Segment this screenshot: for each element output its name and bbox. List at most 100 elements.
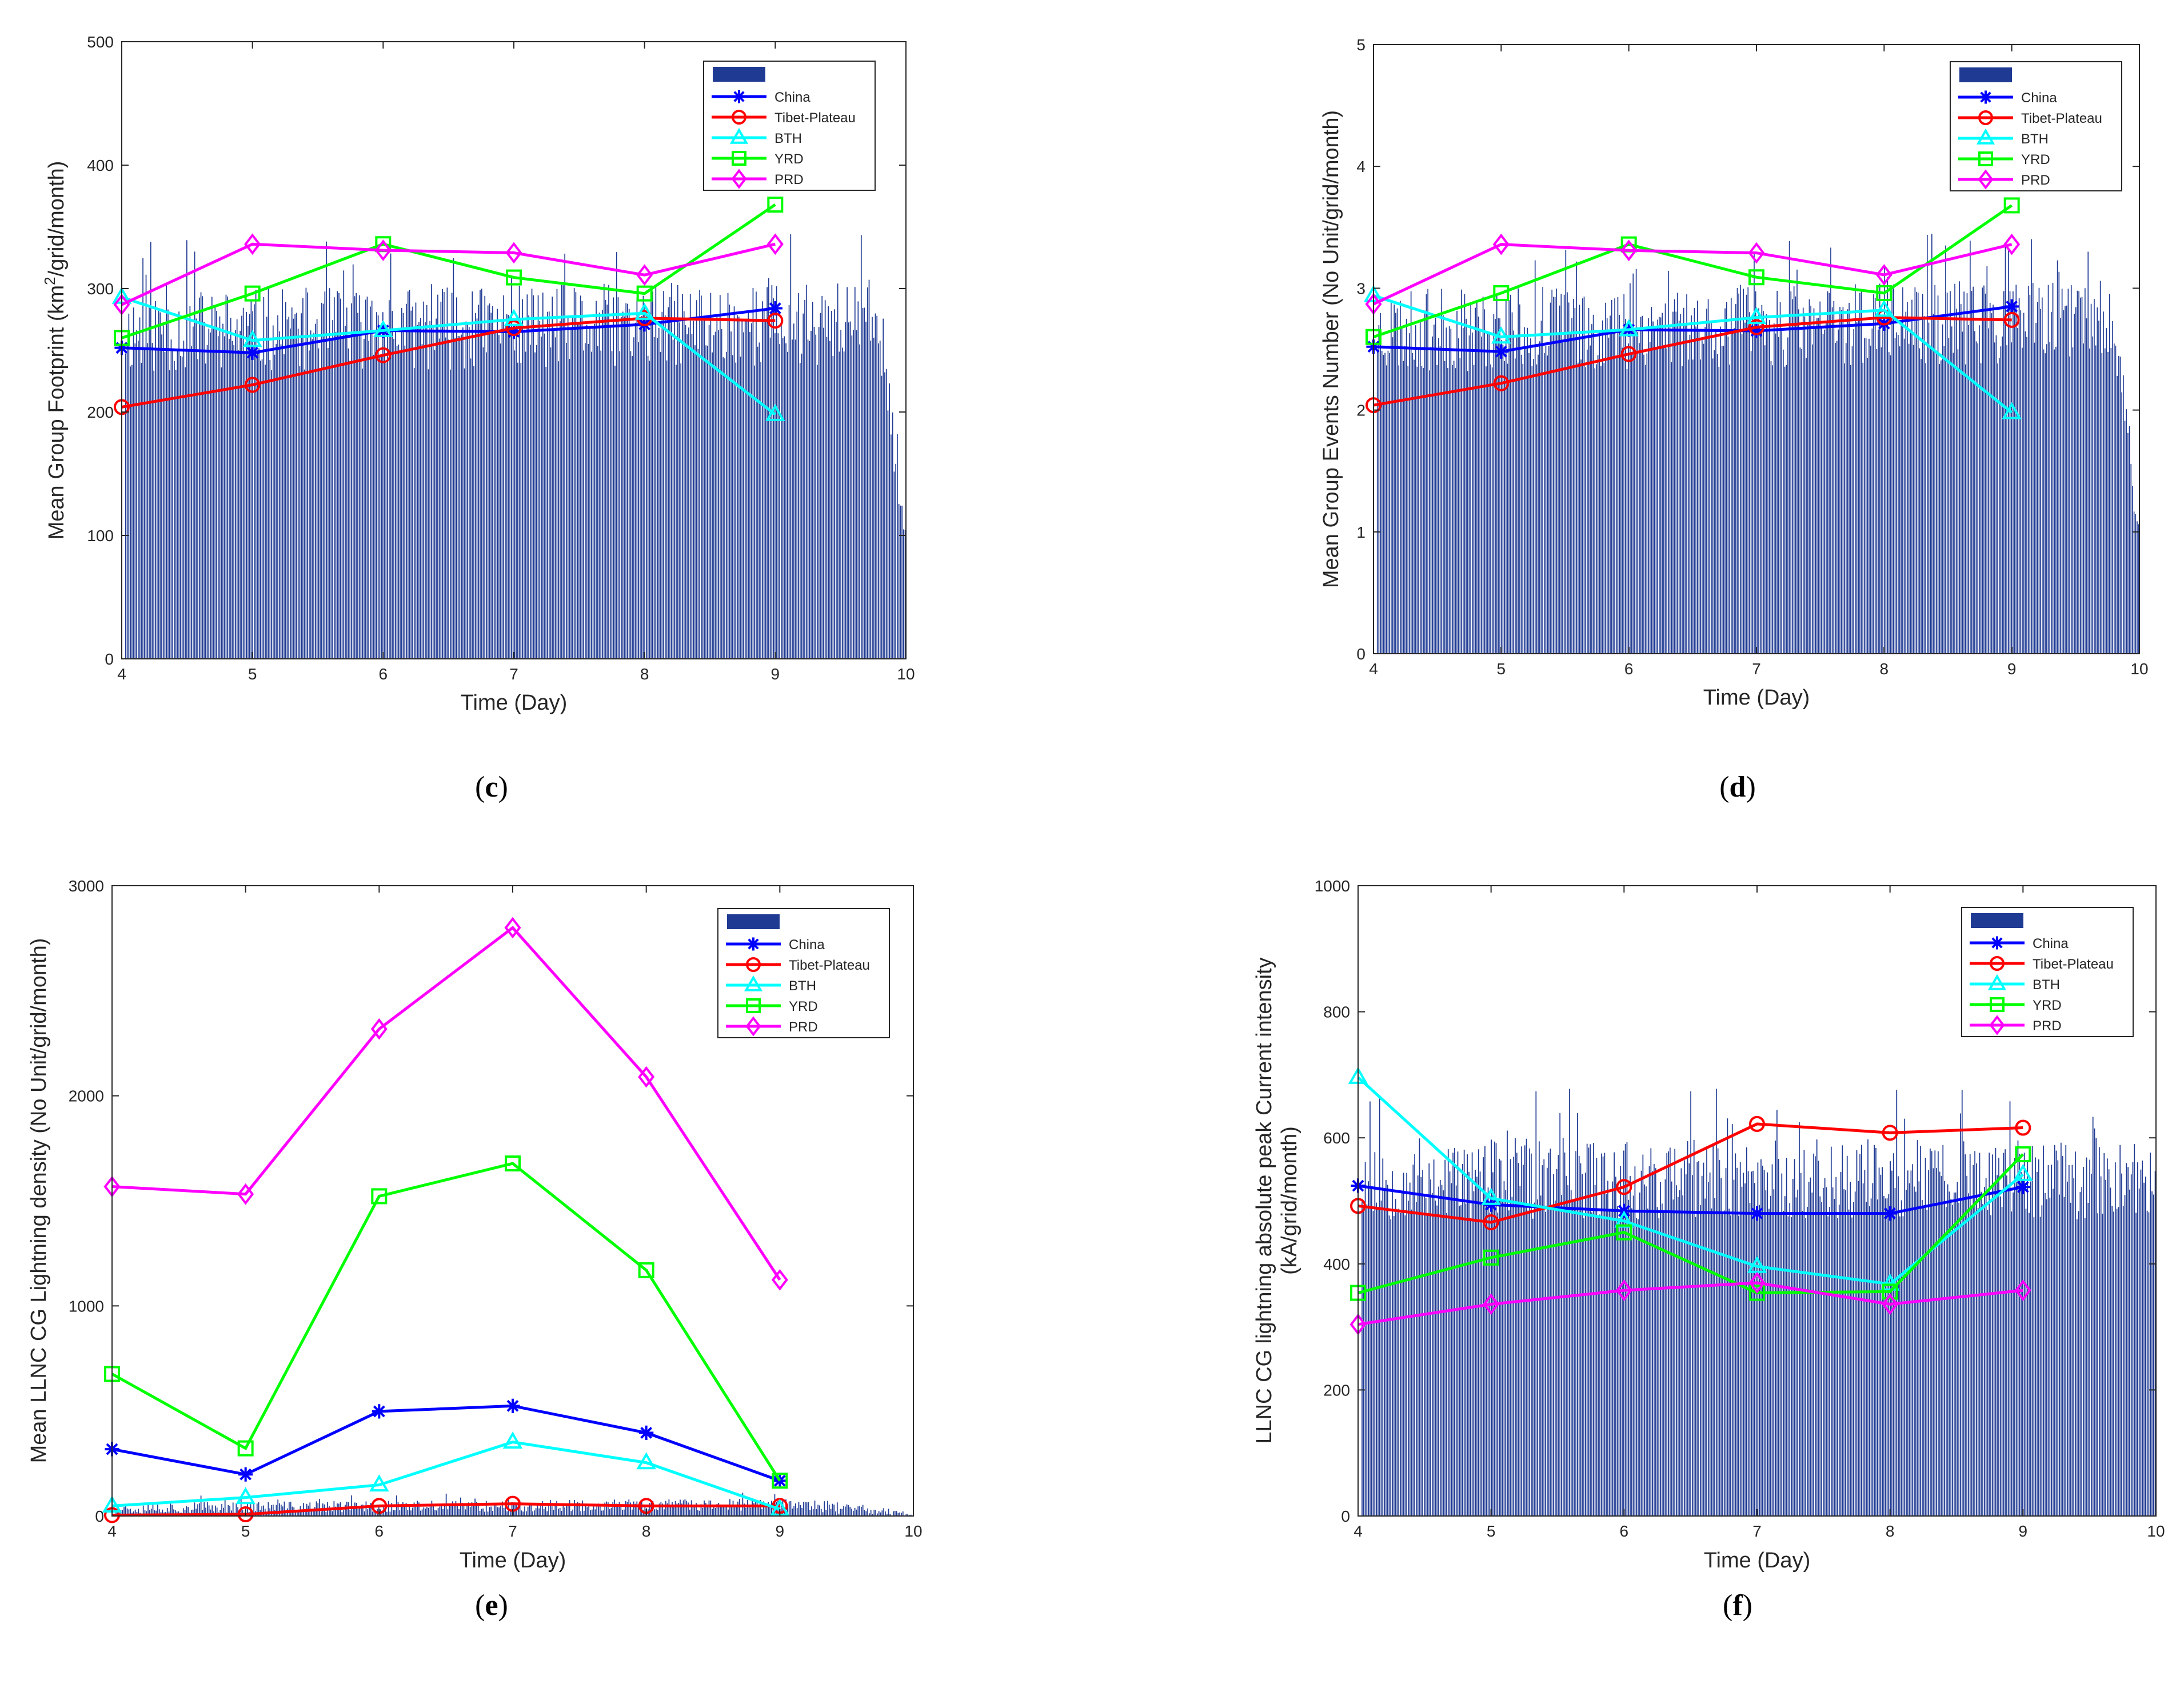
background-bar xyxy=(489,1507,490,1516)
y-tick-label: 1000 xyxy=(1315,877,1350,895)
background-bar xyxy=(410,1510,412,1516)
background-bar xyxy=(453,1503,455,1516)
background-bar xyxy=(1484,1146,1486,1516)
background-bar xyxy=(1548,1153,1550,1516)
background-bar xyxy=(216,311,217,659)
x-tick-label: 9 xyxy=(776,1522,785,1540)
background-bar xyxy=(700,1504,702,1516)
background-bar xyxy=(1843,1189,1845,1516)
background-bar xyxy=(476,1502,477,1516)
background-bar xyxy=(1950,1198,1952,1516)
background-bar xyxy=(860,235,862,659)
background-bar xyxy=(811,1506,812,1516)
background-bar xyxy=(1791,1217,1792,1516)
background-bar xyxy=(2137,521,2138,654)
background-bar xyxy=(1770,361,1772,654)
background-bar xyxy=(2038,287,2040,654)
background-bar xyxy=(1862,362,1864,654)
background-bar xyxy=(676,1503,678,1516)
background-bar xyxy=(216,1507,218,1516)
background-bar xyxy=(794,339,796,659)
background-bar xyxy=(437,294,438,659)
background-bar xyxy=(246,311,247,659)
background-bar xyxy=(1563,294,1565,654)
background-bar xyxy=(1988,328,1989,654)
background-bar xyxy=(1801,349,1802,654)
x-tick-label: 5 xyxy=(241,1522,250,1540)
background-bar xyxy=(2151,1191,2153,1516)
data-point-prd xyxy=(1882,1293,1899,1315)
y-axis-label: Mean Group Footprint (km2/grid/month) xyxy=(41,161,69,540)
background-bar xyxy=(1637,331,1639,654)
data-point-bth xyxy=(765,403,785,421)
legend-label-bth: BTH xyxy=(2033,977,2060,993)
background-bar xyxy=(487,305,489,659)
x-axis-label: Time (Day) xyxy=(1703,686,1810,710)
background-bar xyxy=(1412,353,1414,654)
background-bar xyxy=(1716,354,1718,654)
background-bar xyxy=(208,329,210,659)
background-bar xyxy=(1982,287,1983,654)
background-bar xyxy=(533,1510,535,1516)
background-bar xyxy=(2005,1149,2006,1516)
background-bar xyxy=(2083,343,2085,654)
background-bar xyxy=(697,1510,698,1516)
background-bar xyxy=(1630,283,1631,654)
background-bar xyxy=(352,264,354,659)
background-bar xyxy=(716,317,718,659)
background-bar xyxy=(1635,269,1637,654)
background-bar xyxy=(2005,242,2006,654)
background-bar xyxy=(832,356,834,659)
background-bar xyxy=(1838,1204,1840,1516)
background-bar xyxy=(1868,338,1870,654)
background-bar xyxy=(608,285,609,659)
background-bar xyxy=(2111,1206,2113,1516)
background-bar xyxy=(1462,1163,1463,1516)
background-bar xyxy=(2119,1145,2121,1516)
legend-marker-bth xyxy=(744,975,763,991)
background-bar xyxy=(1730,1215,1731,1516)
background-bar xyxy=(1816,1139,1818,1516)
background-bar xyxy=(2038,1159,2039,1516)
background-bar xyxy=(1539,341,1540,654)
background-bar xyxy=(2150,1153,2151,1516)
background-bar xyxy=(1867,358,1868,654)
background-bar xyxy=(310,330,312,659)
background-bar xyxy=(1441,289,1443,654)
background-bar xyxy=(896,1511,897,1516)
background-bar xyxy=(1459,1206,1460,1516)
background-bar xyxy=(143,347,145,659)
background-bar xyxy=(1620,1166,1622,1516)
background-bar xyxy=(760,1499,761,1516)
data-point-tibet-plateau xyxy=(2015,1119,2031,1136)
background-bar xyxy=(255,290,257,659)
background-bar xyxy=(1754,254,1755,654)
background-bar xyxy=(1657,319,1658,654)
background-bar xyxy=(724,1506,726,1516)
background-bar xyxy=(1684,325,1686,654)
background-bar xyxy=(162,1509,163,1516)
background-bar xyxy=(2025,1209,2027,1516)
background-bar xyxy=(1783,349,1784,654)
background-bar xyxy=(1790,291,1792,654)
background-bar xyxy=(875,1510,876,1516)
background-bar xyxy=(2097,1213,2098,1516)
background-bar xyxy=(867,1508,868,1516)
background-bar xyxy=(1529,1148,1531,1516)
data-point-tibet-plateau xyxy=(506,320,522,337)
background-bar xyxy=(2018,298,2020,654)
background-bar xyxy=(1534,1202,1535,1516)
panel-label-c-letter: c xyxy=(485,771,498,803)
background-bar xyxy=(710,1500,712,1516)
background-bar xyxy=(1698,329,1700,654)
background-bar xyxy=(688,327,689,659)
background-bar xyxy=(1875,1147,1876,1516)
background-bar xyxy=(809,341,810,659)
background-bar xyxy=(876,315,878,659)
background-bar xyxy=(134,343,136,659)
background-bar xyxy=(1407,366,1409,654)
data-point-china xyxy=(768,301,782,316)
background-bar xyxy=(1674,1149,1676,1516)
background-bar xyxy=(566,342,567,659)
